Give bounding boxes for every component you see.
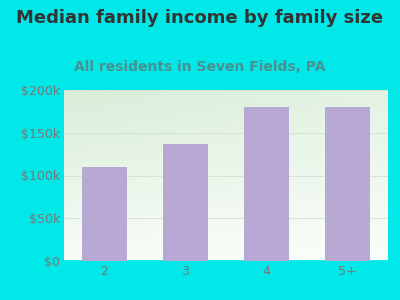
Bar	[82, 167, 127, 261]
Bar	[244, 107, 289, 261]
Bar	[163, 144, 208, 261]
Bar	[325, 107, 370, 261]
Text: Median family income by family size: Median family income by family size	[16, 9, 384, 27]
Text: All residents in Seven Fields, PA: All residents in Seven Fields, PA	[74, 60, 326, 74]
